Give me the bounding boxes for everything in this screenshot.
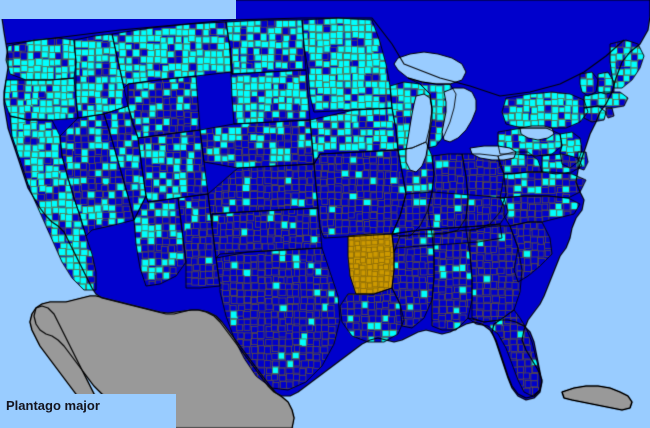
- title-band: [0, 0, 236, 19]
- species-name-label: Plantago major: [6, 398, 100, 413]
